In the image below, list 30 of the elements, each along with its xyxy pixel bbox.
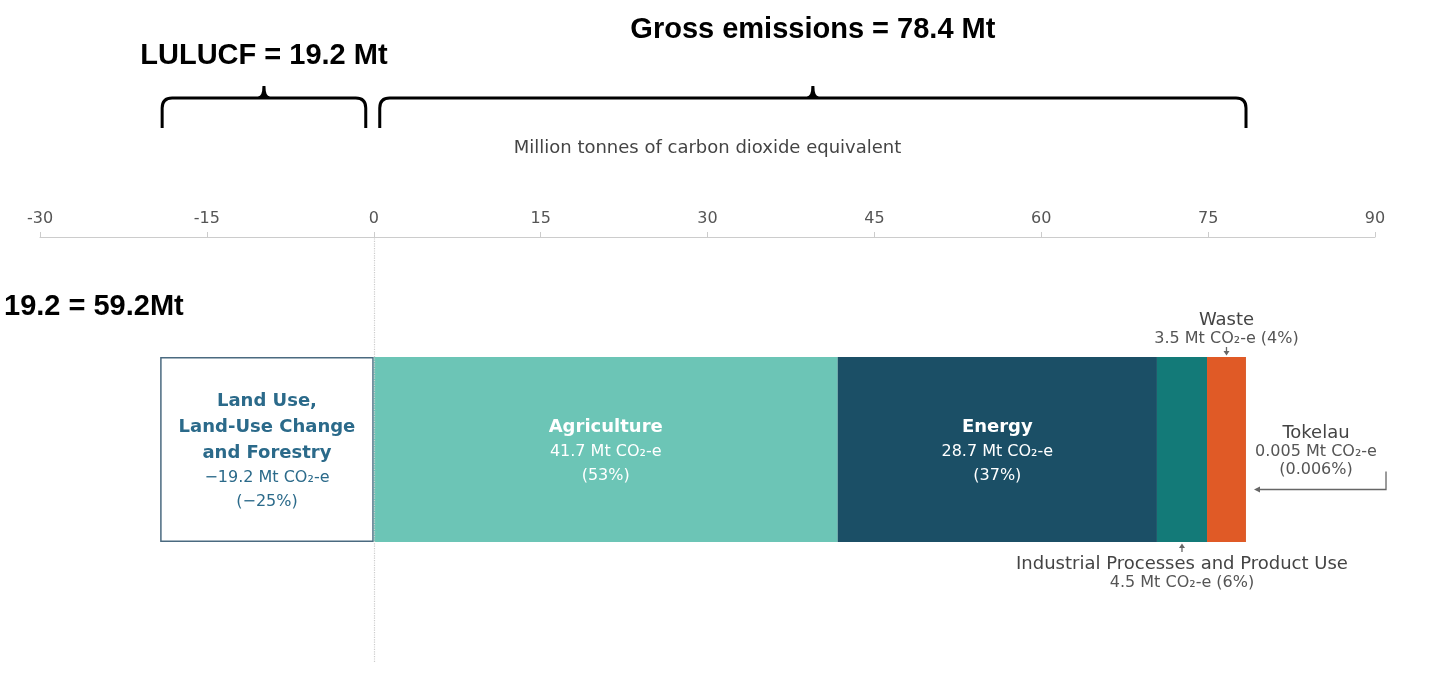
x-axis-title: Million tonnes of carbon dioxide equivalent bbox=[513, 135, 902, 157]
series-label: Industrial Processes and Product Use bbox=[1016, 552, 1348, 573]
x-tick-label: 15 bbox=[530, 207, 551, 227]
data-label: 3.5 Mt CO₂-e (4%) bbox=[1154, 327, 1299, 347]
series-label: Energy bbox=[961, 415, 1033, 436]
series-label: Waste bbox=[1198, 308, 1255, 329]
text: LULUCF = 19.2 Mt bbox=[140, 38, 388, 70]
x-tick-label: 75 bbox=[1197, 207, 1219, 227]
data-label: 41.7 Mt CO₂-e (53%) bbox=[549, 441, 662, 484]
series-label: Agriculture bbox=[548, 415, 663, 436]
text: Gross emissions = 78.4 Mt bbox=[630, 12, 996, 44]
x-tick-label: -15 bbox=[193, 207, 220, 227]
data-label: 4.5 Mt CO₂-e (6%) bbox=[1109, 571, 1255, 591]
x-tick-label: 45 bbox=[864, 207, 885, 227]
bar bbox=[160, 357, 374, 542]
bar bbox=[1156, 357, 1208, 542]
x-tick-label: 0 bbox=[368, 207, 379, 227]
x-tick-label: 60 bbox=[1031, 207, 1052, 227]
series-label: Land Use, Land-Use Change and Forestry bbox=[178, 389, 356, 462]
text: Tokelau bbox=[1281, 421, 1350, 442]
x-tick-label: 90 bbox=[1364, 207, 1386, 227]
annotation: 19.2 = 59.2Mt bbox=[4, 289, 185, 321]
x-tick-label: 30 bbox=[697, 207, 718, 227]
data-label: −19.2 Mt CO₂-e (−25%) bbox=[204, 467, 330, 510]
bar bbox=[373, 357, 838, 542]
data-label: 28.7 Mt CO₂-e (37%) bbox=[941, 441, 1054, 484]
bar bbox=[837, 357, 1157, 542]
data-label: 0.005 Mt CO₂-e (0.006%) bbox=[1255, 440, 1377, 478]
bar bbox=[1207, 357, 1246, 542]
x-tick-label: -30 bbox=[26, 207, 54, 227]
